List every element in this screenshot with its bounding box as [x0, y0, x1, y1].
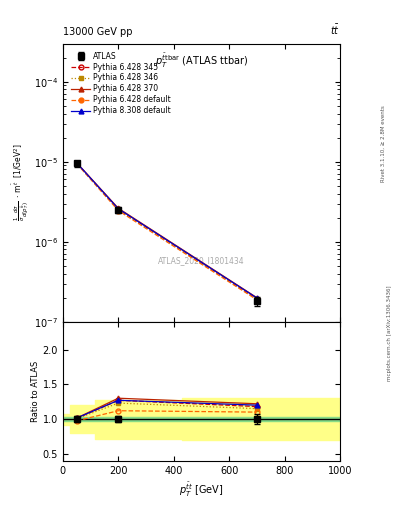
Pythia 6.428 345 — [74, 160, 79, 166]
Text: ATLAS_2020_I1801434: ATLAS_2020_I1801434 — [158, 256, 245, 265]
Pythia 6.428 346 — [116, 206, 121, 212]
Pythia 6.428 345 — [255, 295, 259, 302]
Pythia 6.428 370 — [116, 205, 121, 211]
Pythia 8.308 default — [116, 206, 121, 212]
Pythia 6.428 default — [116, 207, 121, 214]
Pythia 6.428 345 — [116, 206, 121, 212]
Line: Pythia 6.428 370: Pythia 6.428 370 — [74, 160, 259, 300]
Pythia 8.308 default — [255, 295, 259, 301]
Text: Rivet 3.1.10, ≥ 2.8M events: Rivet 3.1.10, ≥ 2.8M events — [381, 105, 386, 182]
Pythia 6.428 default — [74, 161, 79, 167]
Pythia 6.428 346 — [255, 296, 259, 302]
Line: Pythia 6.428 346: Pythia 6.428 346 — [74, 161, 259, 302]
Legend: ATLAS, Pythia 6.428 345, Pythia 6.428 346, Pythia 6.428 370, Pythia 6.428 defaul: ATLAS, Pythia 6.428 345, Pythia 6.428 34… — [68, 49, 174, 118]
Y-axis label: $\frac{1}{\sigma}\frac{d\sigma}{d(p_T^{\bar{t}t})}\ \cdot\,\mathrm{m}^{\bar{t}}$: $\frac{1}{\sigma}\frac{d\sigma}{d(p_T^{\… — [10, 144, 31, 222]
Text: mcplots.cern.ch [arXiv:1306.3436]: mcplots.cern.ch [arXiv:1306.3436] — [387, 285, 391, 380]
Pythia 6.428 346 — [74, 160, 79, 166]
Line: Pythia 8.308 default: Pythia 8.308 default — [74, 160, 259, 301]
Pythia 6.428 370 — [255, 294, 259, 301]
Pythia 8.308 default — [74, 160, 79, 166]
Y-axis label: Ratio to ATLAS: Ratio to ATLAS — [31, 360, 40, 422]
Pythia 6.428 default — [255, 296, 259, 303]
Text: $t\bar{t}$: $t\bar{t}$ — [330, 23, 340, 37]
X-axis label: $p^{\bar{t}t}_T$ [GeV]: $p^{\bar{t}t}_T$ [GeV] — [179, 481, 224, 499]
Text: 13000 GeV pp: 13000 GeV pp — [63, 27, 132, 37]
Line: Pythia 6.428 345: Pythia 6.428 345 — [74, 161, 259, 301]
Line: Pythia 6.428 default: Pythia 6.428 default — [74, 161, 259, 302]
Text: $p_T^{\bar{t}\mathrm{tbar}}$ (ATLAS ttbar): $p_T^{\bar{t}\mathrm{tbar}}$ (ATLAS ttba… — [155, 52, 248, 70]
Pythia 6.428 370 — [74, 160, 79, 166]
